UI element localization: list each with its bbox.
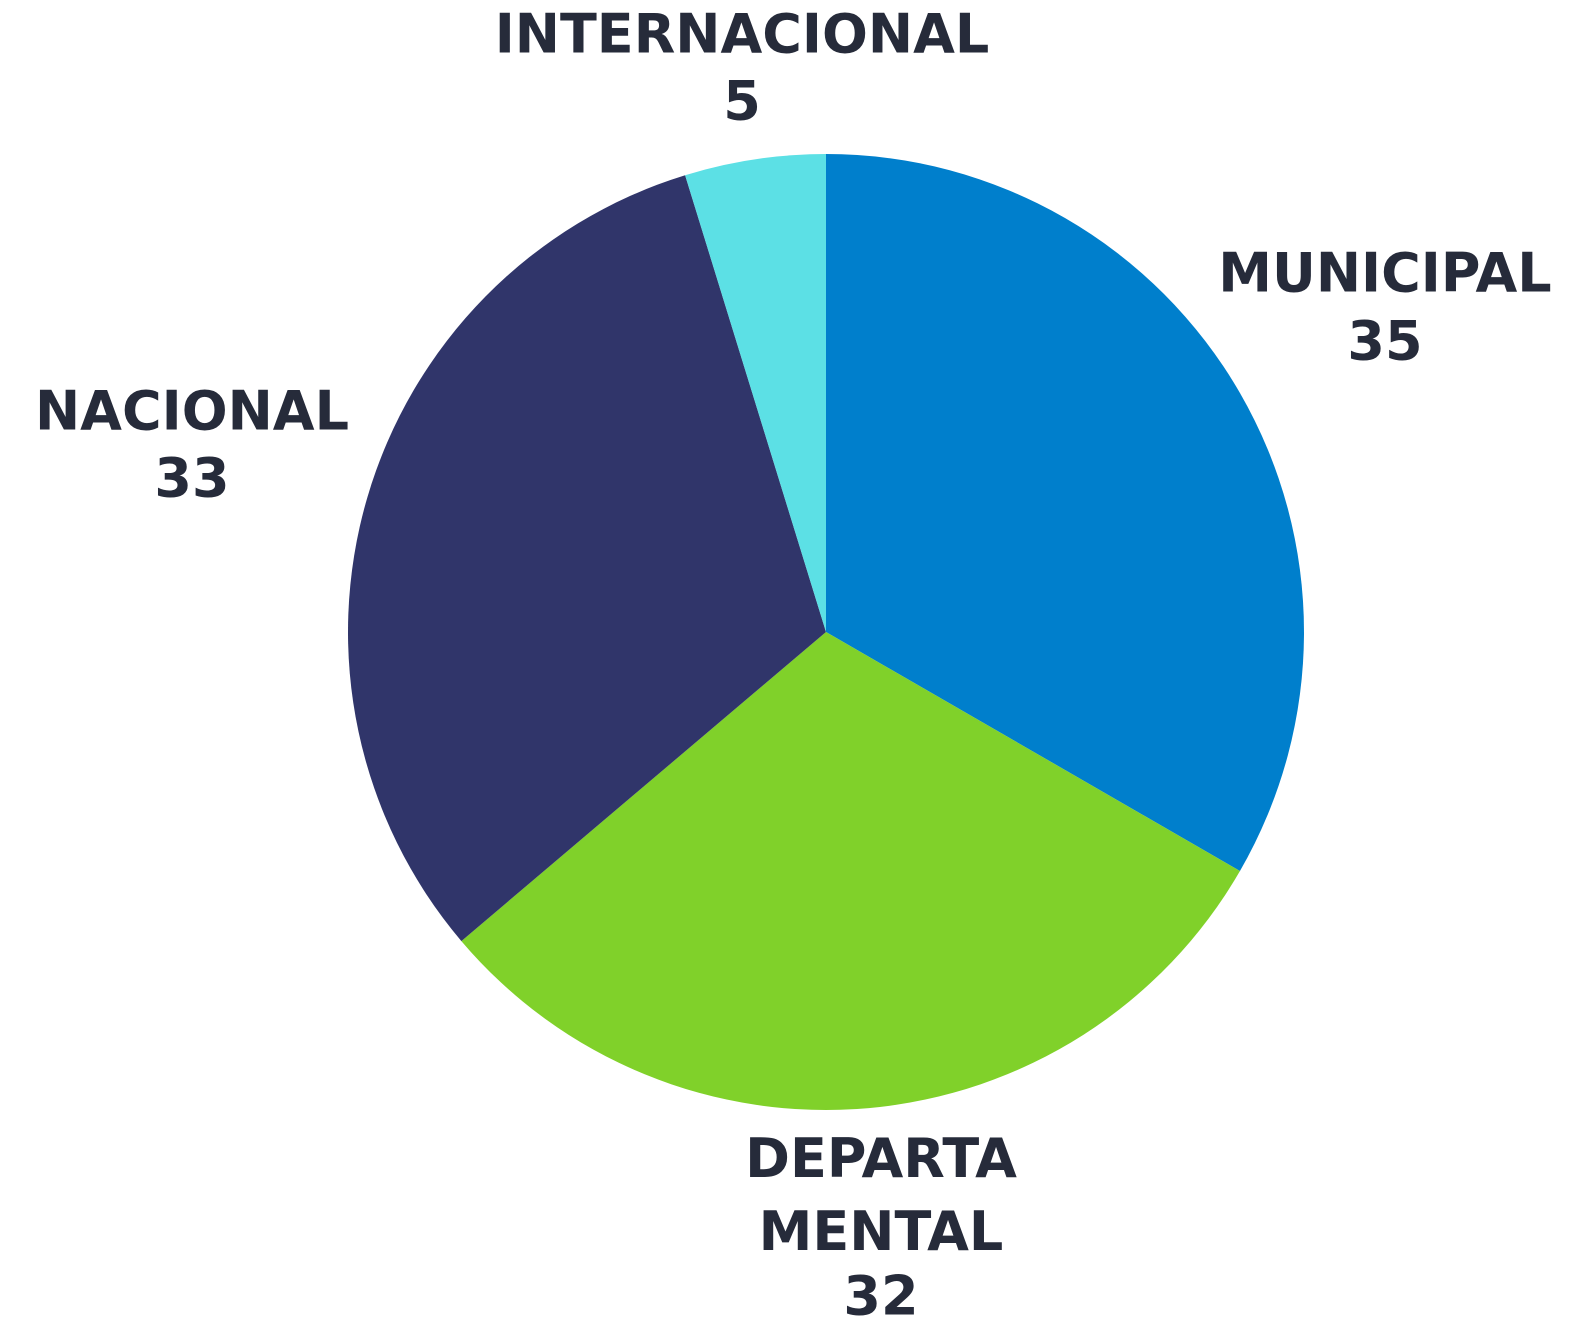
pie-slice [685, 154, 826, 632]
slice-label: MUNICIPAL [1218, 242, 1551, 305]
pie-slice [461, 632, 1240, 1110]
pie-slice [347, 175, 826, 942]
slice-value: 35 [1347, 310, 1422, 373]
slice-label: DEPARTA MENTAL [745, 1127, 1017, 1263]
slice-label: INTERNACIONAL [495, 3, 990, 66]
slice-value: 33 [154, 447, 229, 510]
slice-value: 5 [723, 70, 761, 133]
slice-value: 32 [843, 1265, 918, 1328]
slice-label: NACIONAL [35, 380, 349, 443]
pie-slice [826, 154, 1304, 871]
